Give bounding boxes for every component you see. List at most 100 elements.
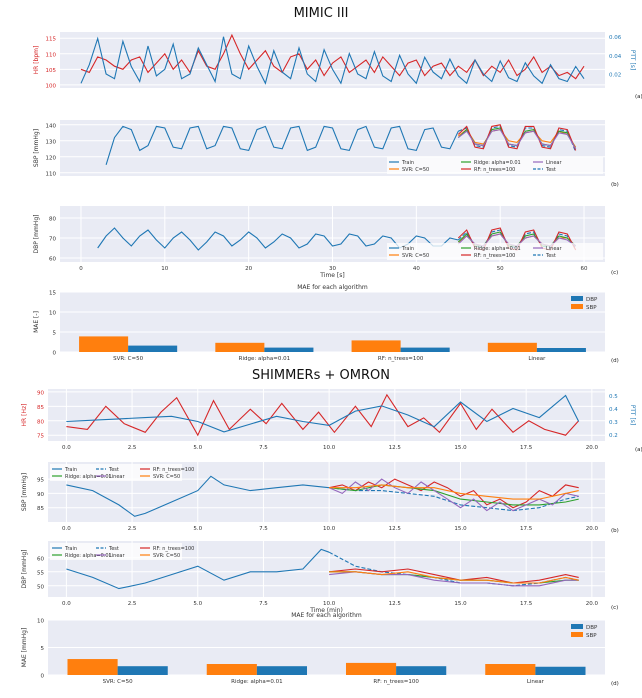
y-tick-label: 80 bbox=[49, 217, 56, 223]
x-tick-label: 2.5 bbox=[128, 445, 137, 451]
panel-label: (b) bbox=[611, 528, 619, 534]
y-tick-label: 120 bbox=[46, 155, 57, 161]
y-tick-label: 60 bbox=[49, 257, 56, 263]
x-tick-label: RF: n_trees=100 bbox=[373, 679, 419, 685]
x-tick-label: 20.0 bbox=[586, 526, 599, 532]
y-axis-label: SBP [mmHg] bbox=[33, 129, 40, 167]
y-tick-label: 100 bbox=[46, 83, 57, 89]
bar-dbp bbox=[118, 666, 168, 675]
bar-dbp bbox=[257, 666, 307, 675]
legend-label: Linear bbox=[109, 553, 125, 559]
y-tick-label: 10 bbox=[37, 619, 44, 625]
panel-label: (a) bbox=[635, 447, 642, 453]
x-tick-label: 5.0 bbox=[193, 601, 202, 607]
x-tick-label: 12.5 bbox=[389, 601, 402, 607]
y-tick-label: 80 bbox=[37, 419, 44, 425]
x-tick-label: 0.0 bbox=[62, 601, 71, 607]
bar-sbp bbox=[485, 664, 535, 675]
y-tick-label: 110 bbox=[46, 171, 57, 177]
chart-mimic_mae: 0 5 10 15 MAE for each algorithm MAE [-] SVR: … bbox=[33, 284, 619, 364]
plot-area bbox=[48, 389, 605, 441]
x-tick-label: 17.5 bbox=[520, 526, 533, 532]
x-tick-label: Linear bbox=[527, 679, 545, 685]
chart-mimic_sbp: 110 120 130 140 SBP [mmHg] Train Ridge: alpha=… bbox=[33, 120, 619, 188]
y2-axis-label: PTT [s] bbox=[629, 50, 636, 71]
bar-dbp bbox=[537, 348, 586, 352]
legend-label: Train bbox=[64, 467, 77, 473]
y-tick-label: 85 bbox=[37, 506, 44, 512]
legend-label: SVR: C=50 bbox=[153, 553, 180, 559]
x-tick-label: 12.5 bbox=[389, 526, 402, 532]
x-tick-label: 2.5 bbox=[128, 601, 137, 607]
legend-label: Ridge: alpha=0.01 bbox=[474, 246, 521, 252]
y-tick-label: 5 bbox=[41, 646, 45, 652]
y-tick-label: 0 bbox=[41, 674, 45, 680]
y2-tick-label: 0.04 bbox=[609, 54, 622, 60]
panel-label: (d) bbox=[611, 681, 619, 687]
bar-sbp bbox=[352, 340, 401, 352]
legend-label: Ridge: alpha=0.01 bbox=[474, 160, 521, 166]
x-tick-label: 0 bbox=[79, 266, 83, 272]
legend-label: SVR: C=50 bbox=[153, 474, 180, 480]
x-tick-label: 17.5 bbox=[520, 445, 533, 451]
bar-sbp bbox=[79, 336, 128, 352]
panel-label: (c) bbox=[611, 605, 618, 611]
x-tick-label: 5.0 bbox=[193, 445, 202, 451]
legend-label: Ridge: alpha=0.01 bbox=[65, 553, 112, 559]
chart-title: MAE for each algorithm bbox=[291, 612, 362, 619]
y2-tick-label: 0.5 bbox=[609, 394, 618, 400]
legend-label: RF: n_trees=100 bbox=[474, 167, 515, 173]
legend: Train Ridge: alpha=0.01 Linear SVR: C=50 RF:… bbox=[387, 243, 603, 260]
chart-mimic_hr_ptt: 100 105 110 115 0.02 0.04 0.06 PTT [s] HR [bpm] (… bbox=[33, 32, 642, 100]
legend-label: SBP bbox=[586, 305, 597, 311]
bar-sbp bbox=[67, 659, 117, 675]
panel-label: (c) bbox=[611, 270, 618, 276]
legend: Train Ridge: alpha=0.01 Linear SVR: C=50 RF:… bbox=[387, 157, 603, 174]
legend: Train Test RF: n_trees=100Ridge: alpha=0.0… bbox=[50, 464, 194, 481]
y-tick-label: 0 bbox=[53, 351, 57, 357]
y-tick-label: 5 bbox=[53, 331, 57, 337]
legend-label: DBP bbox=[586, 625, 598, 631]
legend-label: RF: n_trees=100 bbox=[474, 253, 515, 259]
y-tick-label: 130 bbox=[46, 139, 57, 145]
y-tick-label: 50 bbox=[37, 584, 44, 590]
x-tick-label: 10.0 bbox=[323, 445, 336, 451]
legend-label: Test bbox=[545, 253, 556, 259]
y2-axis-label: PTT [s] bbox=[629, 405, 636, 426]
x-tick-label: 0.0 bbox=[62, 445, 71, 451]
chart-shim_mae: 0 5 10 MAE for each algorithm MAE [mmHg] SVR:… bbox=[21, 612, 619, 687]
y-tick-label: 10 bbox=[49, 311, 56, 317]
y-axis-label: DBP [mmHg] bbox=[33, 215, 40, 254]
legend-label: Linear bbox=[546, 246, 562, 252]
y2-tick-label: 0.2 bbox=[609, 433, 618, 439]
chart-shim_sbp: 8590950.0 2.5 5.0 7.5 10.0 12.5 15.0 17.5 20.0SB… bbox=[21, 462, 619, 534]
y2-tick-label: 0.3 bbox=[609, 420, 618, 426]
y-tick-label: 140 bbox=[46, 123, 57, 129]
y-tick-label: 105 bbox=[46, 68, 57, 74]
bar-dbp bbox=[401, 348, 450, 352]
legend-label: Train bbox=[401, 160, 414, 166]
legend-label: Linear bbox=[109, 474, 125, 480]
bar-dbp bbox=[535, 667, 585, 675]
y-tick-label: 15 bbox=[49, 291, 56, 297]
x-tick-label: 10.0 bbox=[323, 526, 336, 532]
x-tick-label: 60 bbox=[581, 266, 588, 272]
legend-label: SVR: C=50 bbox=[402, 167, 429, 173]
x-tick-label: Ridge: alpha=0.01 bbox=[239, 356, 290, 362]
bar-dbp bbox=[264, 348, 313, 352]
y-tick-label: 70 bbox=[49, 237, 56, 243]
x-axis-label: Time [s] bbox=[319, 272, 344, 279]
x-tick-label: 17.5 bbox=[520, 601, 533, 607]
y-axis-label: SBP [mmHg] bbox=[21, 473, 28, 511]
y-tick-label: 75 bbox=[37, 434, 44, 440]
y-axis-label: HR [bpm] bbox=[33, 46, 40, 75]
x-tick-label: 2.5 bbox=[128, 526, 137, 532]
y-tick-label: 55 bbox=[37, 570, 44, 576]
chart-shim_hr_ptt: 75 80 85 90 0.0 2.5 5.0 7.5 10.0 12.5 15.0 17.5 20.0… bbox=[21, 389, 642, 453]
x-tick-label: 15.0 bbox=[454, 445, 467, 451]
x-tick-label: 5.0 bbox=[193, 526, 202, 532]
y-tick-label: 85 bbox=[37, 405, 44, 411]
x-tick-label: 7.5 bbox=[259, 601, 268, 607]
panel-label: (d) bbox=[611, 358, 619, 364]
